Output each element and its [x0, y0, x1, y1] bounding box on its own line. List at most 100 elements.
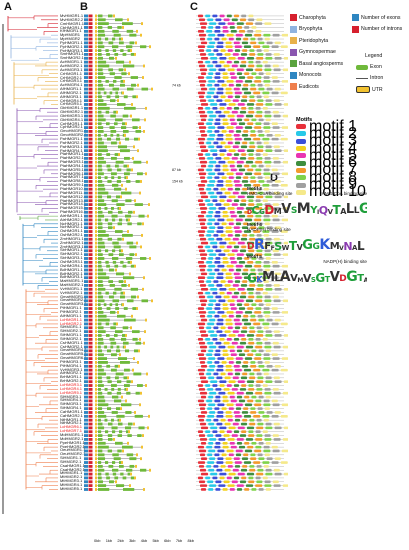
exon-block — [98, 268, 103, 272]
motif-box — [255, 445, 262, 449]
utr-block — [95, 103, 97, 106]
gene-label: PtaHMGR4.1 — [60, 163, 84, 168]
exon-block — [119, 253, 124, 257]
legend-swatch — [290, 60, 297, 67]
motif-box — [198, 30, 204, 33]
exon-block — [124, 387, 128, 391]
gene-label: AtrHMGR2.1 — [60, 217, 83, 222]
intron-count-box — [88, 91, 93, 95]
intron-count-box — [88, 64, 93, 68]
motif-box — [228, 222, 234, 226]
motif-box — [244, 415, 251, 418]
motif-box — [225, 318, 232, 322]
motif-box — [272, 249, 279, 253]
exon-block — [107, 26, 113, 29]
motif-box — [229, 395, 235, 399]
motif-box — [251, 395, 257, 399]
motif-box — [242, 133, 248, 137]
exon-block — [104, 345, 107, 349]
gene-label: AtrHMGR1.1 — [60, 213, 83, 218]
utr-block — [141, 233, 143, 237]
motif-box — [205, 476, 211, 480]
motif-box — [249, 99, 256, 102]
motif-box — [235, 80, 243, 83]
legend-label: Intron — [370, 75, 384, 81]
legend-swatch — [290, 71, 297, 79]
intron-count-box — [88, 426, 93, 430]
motif-box — [273, 99, 280, 102]
utr-block — [117, 310, 119, 314]
utr-block — [95, 172, 97, 176]
gene-label: NcHMGR1.1 — [60, 221, 83, 226]
utr-block — [116, 322, 118, 326]
motif-box — [242, 272, 248, 276]
exon-block — [98, 441, 106, 445]
exon-block — [120, 361, 130, 364]
motif-box — [272, 341, 279, 345]
exon-block — [104, 176, 108, 180]
motif-box — [216, 184, 224, 187]
exon-block — [108, 41, 114, 45]
motif-box — [265, 303, 271, 306]
motif-box — [263, 418, 269, 422]
motif-box — [214, 214, 221, 218]
motif-box — [198, 445, 204, 449]
exon-block — [112, 430, 116, 434]
motif-box — [205, 14, 211, 18]
utr-block — [95, 276, 97, 280]
intron-count-box — [88, 103, 93, 106]
motif-box — [217, 357, 225, 360]
motif-box — [198, 322, 205, 326]
utr-block — [95, 64, 97, 68]
motif-box — [229, 72, 235, 75]
motif-box — [273, 68, 281, 72]
exon-block — [140, 45, 147, 49]
exon-block — [133, 372, 142, 376]
motif-box — [201, 72, 206, 75]
motif-box — [218, 299, 226, 303]
motif-box — [215, 18, 222, 22]
exon-block — [116, 414, 125, 418]
motif-box — [201, 180, 207, 183]
motif-box — [217, 133, 224, 137]
exon-count-box — [84, 218, 88, 222]
motif-box — [213, 234, 219, 237]
exon-block — [98, 99, 104, 103]
motif-box — [263, 126, 271, 129]
exon-block — [115, 441, 123, 445]
motif-box — [241, 468, 247, 472]
motif-box — [253, 91, 261, 95]
utr-block — [140, 391, 142, 395]
motif-box — [219, 60, 225, 64]
motif-box — [232, 284, 239, 287]
motif-box — [213, 187, 219, 191]
gene-label: ZmHMGR3.1 — [60, 244, 84, 249]
motif-box — [225, 87, 232, 91]
motif-box — [223, 295, 230, 299]
motif-box — [248, 480, 255, 484]
motif-box — [257, 191, 264, 195]
utr-block — [95, 337, 97, 341]
utr-block — [95, 241, 97, 245]
motif-box — [264, 249, 271, 253]
exon-count-box — [84, 364, 88, 368]
motif-box — [222, 122, 229, 126]
intron-count-box — [88, 284, 93, 287]
motif-box — [225, 322, 233, 326]
motif-box — [272, 434, 279, 437]
utr-block — [95, 449, 97, 453]
intron-count-box — [88, 461, 93, 464]
motif-box — [266, 180, 273, 183]
motif-box — [217, 264, 225, 268]
gene-label: CpHMGR2.1 — [60, 125, 83, 130]
motif-box — [198, 338, 203, 341]
axis-tick-label: 6kb — [164, 538, 171, 543]
motif-box — [241, 422, 247, 426]
motif-box — [250, 222, 256, 226]
motif-box — [209, 364, 216, 368]
intron-count-box — [88, 341, 93, 345]
utr-block — [95, 56, 97, 60]
motif-box — [235, 126, 243, 129]
exon-block — [98, 418, 101, 422]
exon-block — [109, 303, 113, 307]
